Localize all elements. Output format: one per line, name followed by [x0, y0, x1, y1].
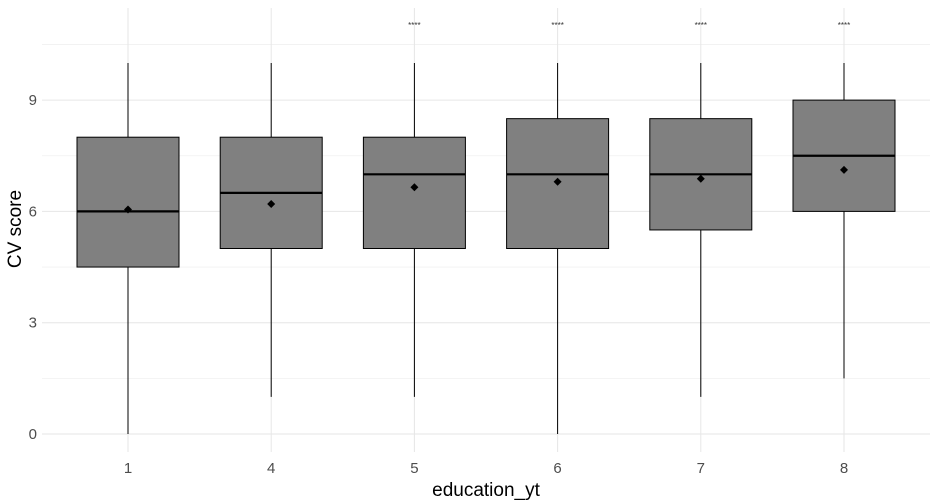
box-6: [506, 63, 610, 434]
y-tick-label: 6: [29, 203, 37, 220]
y-tick-label: 3: [29, 315, 37, 332]
mean-marker: [553, 177, 562, 186]
y-axis-ticks: 0 3 6 9: [29, 92, 37, 443]
box-1: [76, 63, 180, 434]
significance-label: ****: [551, 21, 563, 30]
y-tick-label: 0: [29, 426, 37, 443]
x-tick-label: 4: [267, 460, 275, 477]
box-series: [76, 63, 896, 434]
mean-marker: [124, 205, 132, 214]
box-iqr: [76, 136, 180, 268]
x-tick-label: 1: [124, 460, 132, 477]
y-tick-label: 9: [29, 92, 37, 109]
mean-marker: [840, 165, 848, 174]
box-4: [219, 63, 323, 397]
box-iqr: [362, 136, 466, 249]
box-7: [649, 63, 753, 397]
x-axis-ticks: 1 4 5 6 7 8: [124, 460, 848, 477]
x-tick-label: 7: [697, 460, 705, 477]
mean-marker: [696, 174, 705, 183]
y-axis-title: CV score: [5, 190, 26, 268]
mean-marker: [410, 183, 419, 192]
mean-marker: [267, 199, 276, 208]
box-5: [362, 63, 466, 397]
significance-label: ****: [838, 21, 850, 30]
box-8: [792, 63, 896, 379]
x-tick-label: 5: [410, 460, 418, 477]
significance-label: ****: [408, 21, 420, 30]
significance-label: ****: [695, 21, 707, 30]
x-tick-label: 8: [840, 460, 848, 477]
significance-labels: **** **** **** ****: [408, 21, 850, 30]
x-axis-title: education_yt: [432, 480, 540, 501]
x-tick-label: 6: [553, 460, 561, 477]
